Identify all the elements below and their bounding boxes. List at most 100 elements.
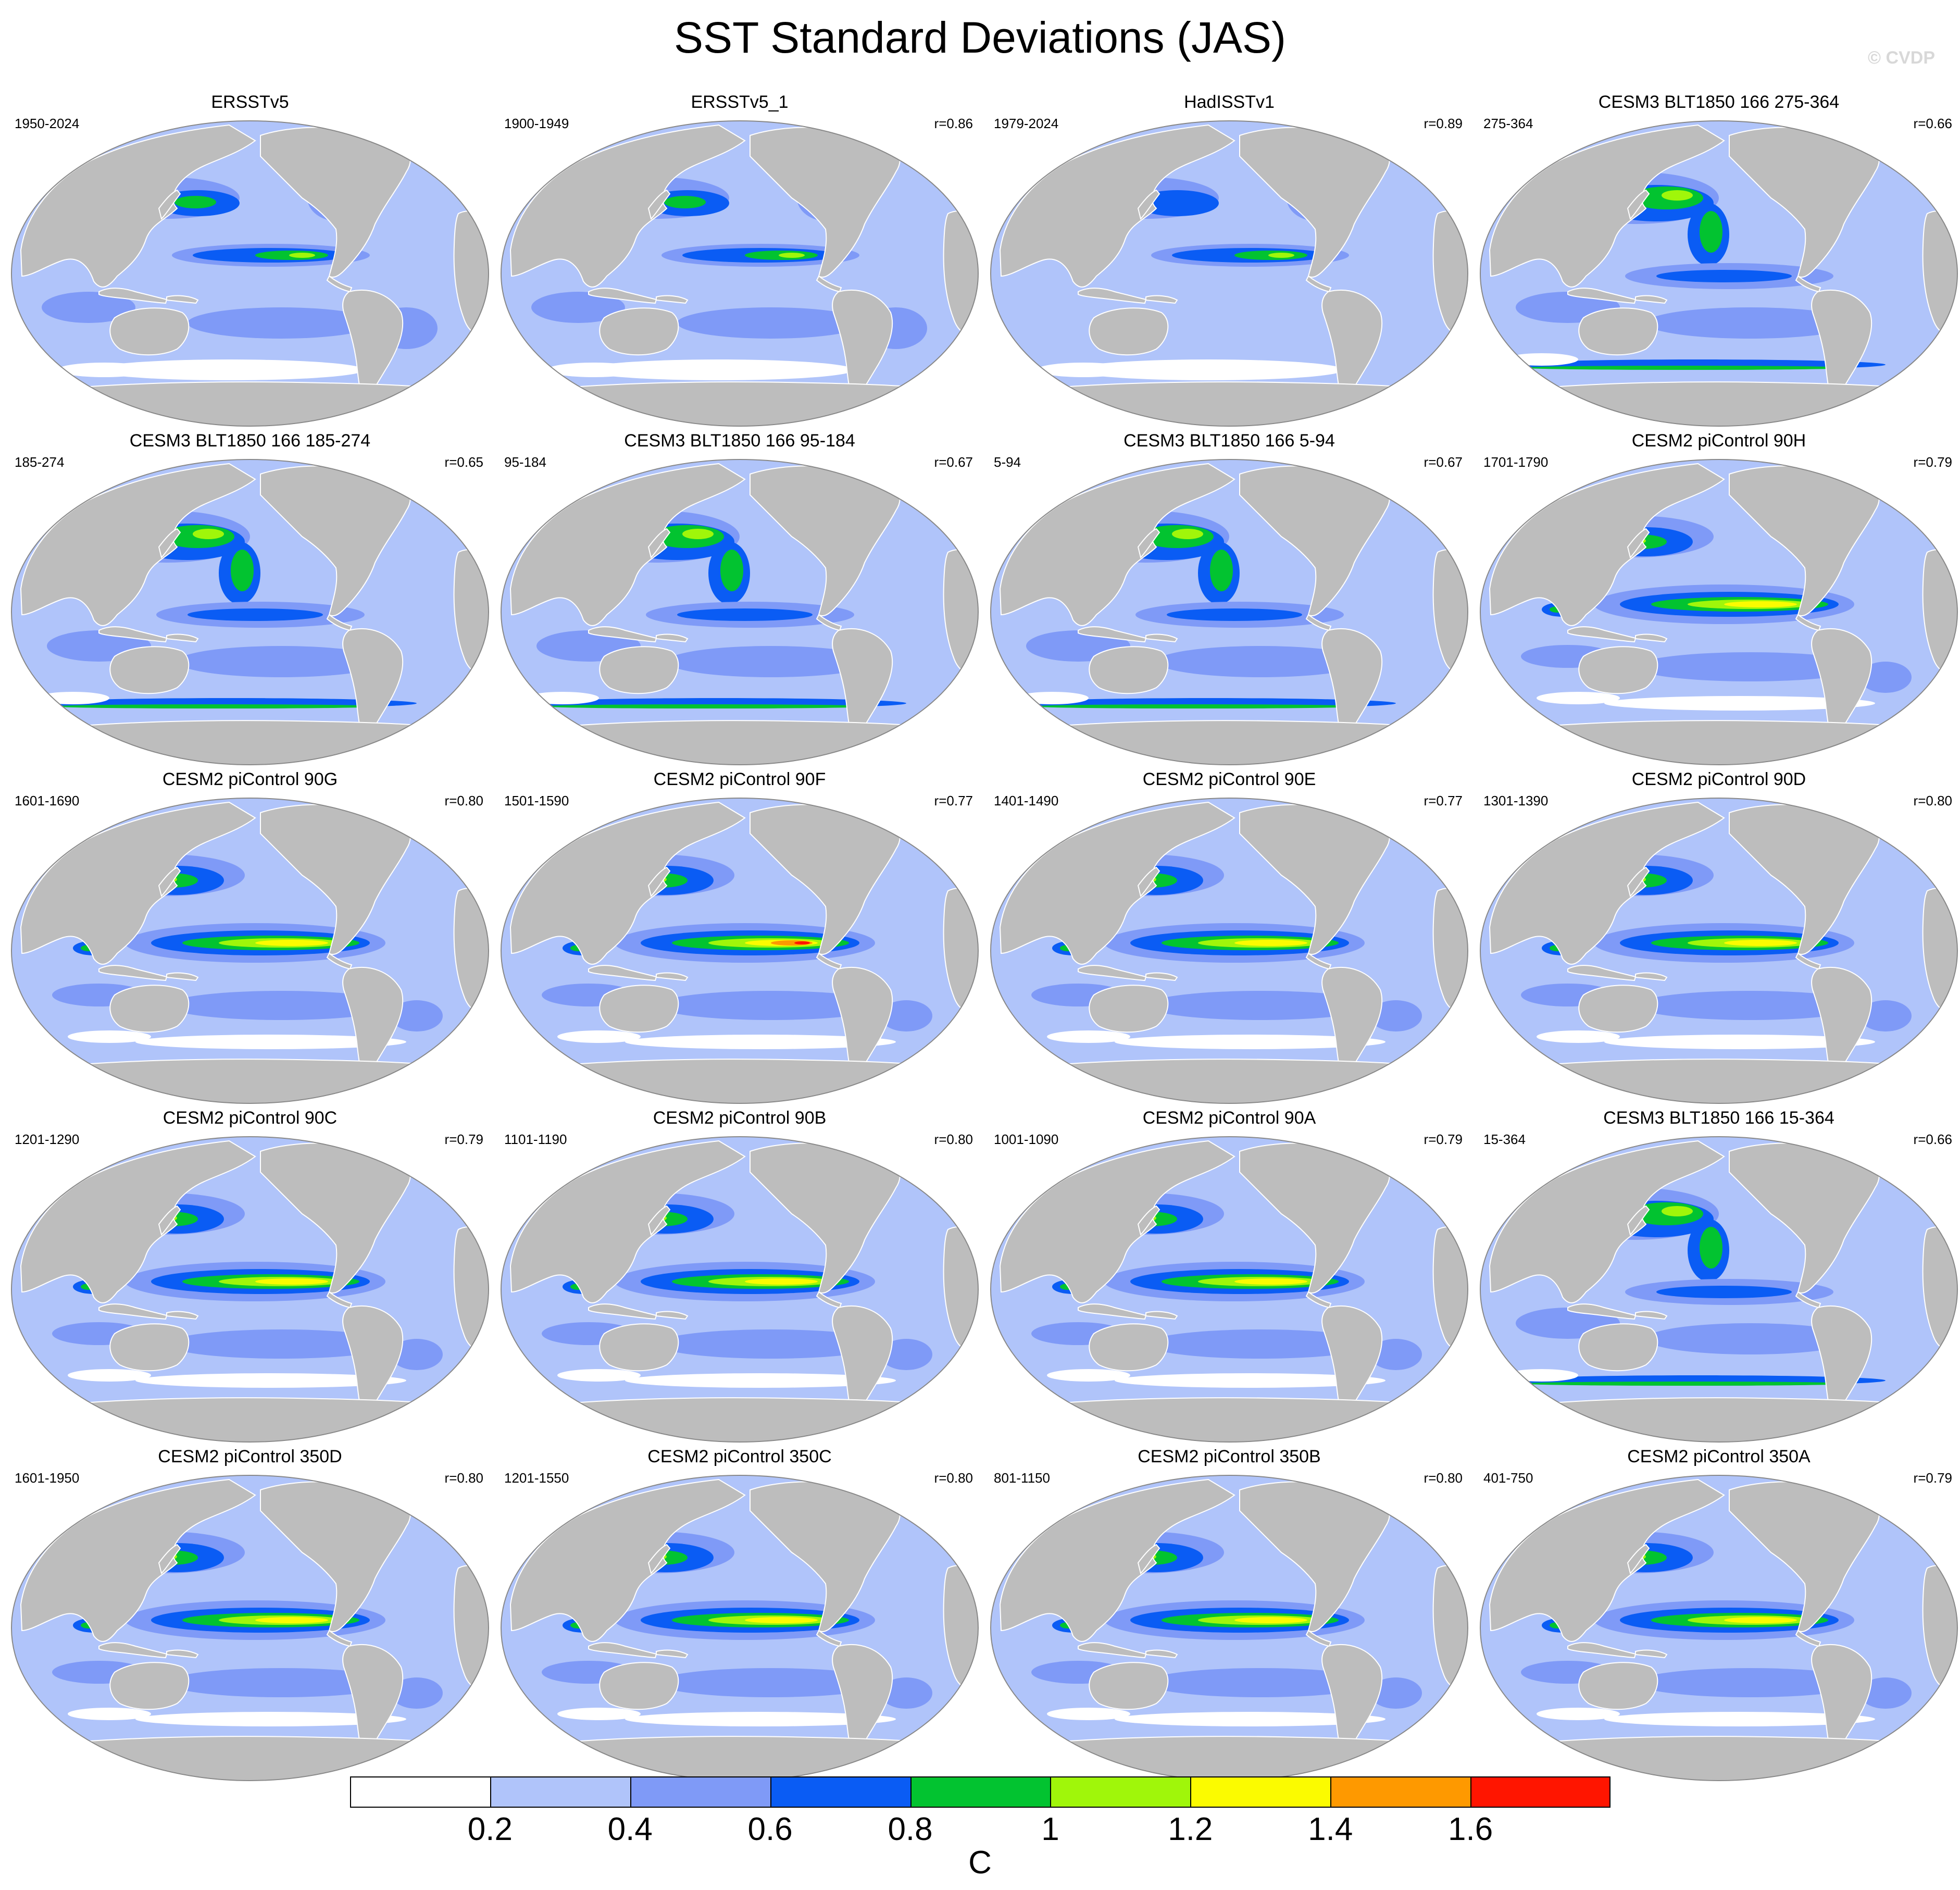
sst-contour [99,805,151,812]
panel-period: 95-184 [504,454,546,470]
sst-contour [583,359,854,380]
sst-contour [1636,991,1865,1020]
land-australia [599,307,679,356]
land-japan [647,866,671,897]
panel-title: CESM3 BLT1850 166 185-274 [129,431,371,451]
panel-period: 1201-1550 [504,1470,569,1486]
land-japan [158,1205,181,1236]
panel-title: CESM3 BLT1850 166 5-94 [1123,431,1335,451]
panel-period: 275-364 [1483,116,1533,131]
sst-contour [42,292,135,323]
sst-contour [1636,652,1865,681]
sst-stddev-map [11,798,489,1104]
sst-contour [1156,646,1365,677]
land-newguinea [656,1649,689,1659]
land-newguinea [1145,972,1178,981]
sst-contour [794,941,810,944]
land-indonesia [98,1642,168,1659]
panel-correlation: r=0.67 [1424,454,1463,470]
land-asia [999,463,1235,626]
land-indonesia [588,1642,657,1659]
sst-contour [68,1030,151,1043]
sst-contour [36,1142,68,1150]
land-australia [1089,646,1169,694]
sst-contour [1521,366,1854,370]
map-outline [11,1136,489,1443]
sst-contour [1115,1373,1385,1388]
sst-contour [255,940,328,946]
land-indonesia [1078,626,1147,643]
land-indonesia [1567,626,1637,643]
sst-contour [135,1373,406,1388]
panel-correlation: r=0.79 [1424,1131,1463,1147]
panel-title: CESM2 piControl 90G [162,769,338,789]
panel-correlation: r=0.89 [1424,116,1463,131]
land-newguinea [656,972,689,981]
land-antarctica [1509,1059,1939,1103]
land-asia [509,1140,746,1303]
sst-contour [1656,1286,1792,1298]
sst-contour [1063,466,1125,474]
land-asia [20,1140,256,1303]
land-indonesia [1078,1303,1147,1320]
land-newguinea [656,295,689,304]
land-australia [1089,1662,1169,1710]
map-outline [501,1136,979,1443]
land-indonesia [98,626,168,643]
colorbar-swatch [350,1776,490,1807]
land-japan [1627,1205,1650,1236]
land-japan [1627,189,1650,220]
sst-contour [880,1339,932,1370]
sst-contour [589,1143,641,1151]
colorbar-swatch [1050,1776,1191,1807]
sst-contour [531,292,625,323]
sst-contour [1016,692,1089,704]
sst-contour [779,253,805,258]
sst-contour [289,253,315,258]
sst-contour [1700,1227,1722,1269]
sst-contour [526,1481,557,1489]
map-outline [990,459,1468,765]
sst-contour [1552,1143,1615,1151]
sst-contour [135,1035,406,1049]
land-indonesia [1567,288,1637,304]
map-outline [1480,1136,1958,1443]
panel-title: CESM2 piControl 90C [163,1108,338,1128]
land-antarctica [1509,381,1939,426]
land-asia [20,463,256,626]
land-indonesia [588,288,657,304]
sst-contour [1505,465,1537,473]
panel-period: 1601-1690 [15,793,80,809]
map-outline [11,120,489,427]
map-outline [11,459,489,765]
sst-contour [664,196,706,208]
panel-title: CESM2 piControl 90A [1142,1108,1316,1128]
sst-contour [1500,1141,1542,1151]
land-asia [20,124,256,288]
sst-contour [99,1482,151,1489]
sst-contour [1604,696,1875,711]
map-panel: CESM2 piControl 90H 1701-1790 r=0.79 [1474,430,1960,768]
sst-contour [1146,1329,1375,1359]
sst-contour [677,307,865,339]
sst-contour [255,1617,328,1623]
land-antarctica [530,381,959,426]
land-australia [109,985,190,1033]
panel-title: ERSSTv5_1 [691,92,789,112]
sst-contour [1646,307,1854,339]
sst-contour [1859,1000,1912,1031]
land-asia [509,124,746,288]
sst-contour [1568,466,1620,474]
land-newguinea [166,633,199,643]
map-outline [1480,1475,1958,1781]
colorbar-tick-label: 0.2 [467,1811,513,1847]
land-japan [158,189,181,220]
land-australia [1578,646,1658,694]
land-japan [158,528,181,558]
land-australia [1578,307,1658,356]
sst-stddev-map [501,459,979,765]
map-panel: HadISSTv1 1979-2024 r=0.89 [984,91,1474,430]
sst-contour [625,1035,896,1049]
sst-contour [1115,1035,1385,1049]
sst-contour [1724,601,1797,607]
